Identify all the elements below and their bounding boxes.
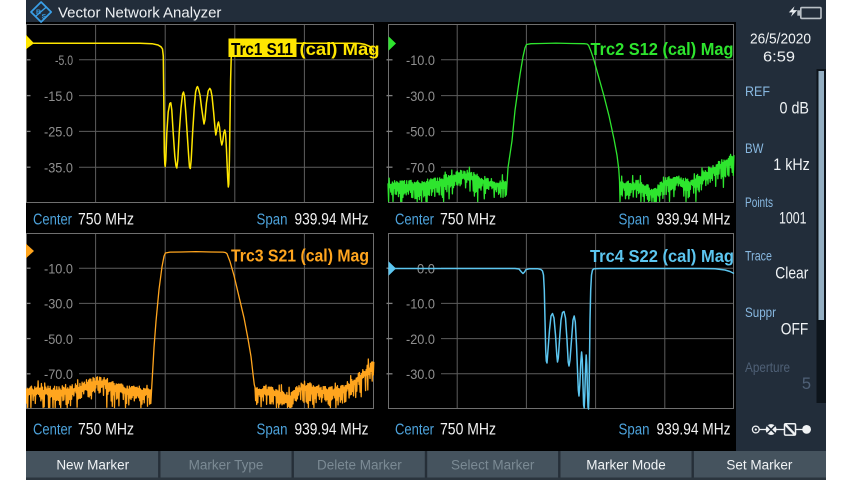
svg-text:Points: Points <box>745 194 773 210</box>
svg-text:939.94 MHz: 939.94 MHz <box>295 210 369 228</box>
svg-text:750 MHz: 750 MHz <box>440 210 496 228</box>
svg-text:Trc4 S22 (cal) Mag: Trc4 S22 (cal) Mag <box>590 246 734 266</box>
svg-text:-5.0: -5.0 <box>55 52 73 68</box>
svg-text:Clear: Clear <box>775 264 808 282</box>
svg-text:750 MHz: 750 MHz <box>78 421 134 439</box>
svg-text:750 MHz: 750 MHz <box>440 421 496 439</box>
svg-text:Suppr: Suppr <box>745 304 776 320</box>
svg-text:New Marker: New Marker <box>56 458 129 473</box>
svg-text:5: 5 <box>802 375 811 393</box>
svg-text:-25.0: -25.0 <box>44 124 73 140</box>
svg-text:-20.0: -20.0 <box>406 331 435 347</box>
svg-text:1 kHz: 1 kHz <box>773 156 810 174</box>
svg-text:939.94 MHz: 939.94 MHz <box>295 421 369 439</box>
svg-text:750 MHz: 750 MHz <box>78 210 134 228</box>
svg-text:-30.0: -30.0 <box>406 88 435 104</box>
svg-text:Trc2 S12 (cal) Mag: Trc2 S12 (cal) Mag <box>591 39 734 59</box>
svg-text:Center: Center <box>395 211 434 228</box>
svg-text:-70.0: -70.0 <box>44 366 73 382</box>
svg-text:R: R <box>36 9 41 16</box>
svg-text:Span: Span <box>257 422 288 439</box>
svg-text:-10.0: -10.0 <box>44 261 73 277</box>
svg-text:Delete Marker: Delete Marker <box>317 458 402 473</box>
svg-text:26/5/2020: 26/5/2020 <box>750 32 811 48</box>
svg-text:Select Marker: Select Marker <box>451 458 535 473</box>
svg-text:939.94 MHz: 939.94 MHz <box>657 210 731 228</box>
svg-text:-70.0: -70.0 <box>406 160 435 176</box>
svg-text:BW: BW <box>745 140 764 156</box>
svg-text:Center: Center <box>395 422 434 439</box>
svg-text:1001: 1001 <box>779 209 807 227</box>
svg-text:Marker Type: Marker Type <box>189 458 264 473</box>
svg-text:Aperture: Aperture <box>745 359 790 375</box>
svg-text:Trc3 S21 (cal) Mag: Trc3 S21 (cal) Mag <box>231 246 369 266</box>
svg-text:OFF: OFF <box>781 320 809 338</box>
svg-text:Span: Span <box>619 211 650 228</box>
svg-text:S: S <box>42 14 47 21</box>
svg-text:Span: Span <box>619 422 650 439</box>
svg-text:Set Marker: Set Marker <box>726 458 793 473</box>
svg-text:-10.0: -10.0 <box>406 296 435 312</box>
svg-text:-35.0: -35.0 <box>44 160 73 176</box>
svg-text:(cal) Mag: (cal) Mag <box>300 39 380 59</box>
svg-text:0 dB: 0 dB <box>780 99 810 117</box>
svg-text:6:59: 6:59 <box>763 50 795 66</box>
svg-text:-10.0: -10.0 <box>406 52 435 68</box>
svg-text:-30.0: -30.0 <box>406 366 435 382</box>
svg-text:Span: Span <box>257 211 288 228</box>
svg-text:939.94 MHz: 939.94 MHz <box>657 421 731 439</box>
svg-text:Vector Network Analyzer: Vector Network Analyzer <box>58 5 221 22</box>
svg-text:-30.0: -30.0 <box>44 296 73 312</box>
svg-text:Trc1 S11: Trc1 S11 <box>231 39 293 59</box>
svg-text:-50.0: -50.0 <box>44 331 73 347</box>
svg-text:Trace: Trace <box>745 248 772 264</box>
svg-text:Center: Center <box>33 211 72 228</box>
svg-text:Center: Center <box>33 422 72 439</box>
svg-text:Marker Mode: Marker Mode <box>586 458 666 473</box>
svg-text:-15.0: -15.0 <box>44 88 73 104</box>
svg-text:REF: REF <box>745 83 770 99</box>
svg-text:-50.0: -50.0 <box>406 124 435 140</box>
